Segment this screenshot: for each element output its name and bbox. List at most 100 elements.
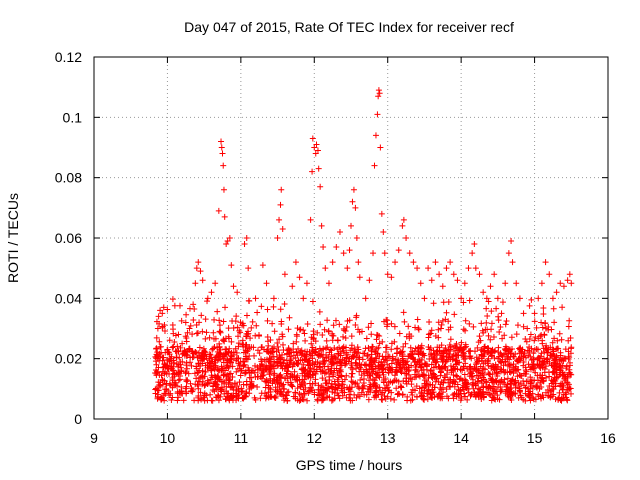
data-point — [220, 337, 227, 344]
data-point — [435, 326, 442, 333]
data-point — [376, 333, 383, 340]
data-point — [447, 384, 454, 391]
data-point — [348, 345, 355, 352]
data-point — [510, 353, 517, 360]
data-point — [441, 347, 448, 354]
data-point — [411, 371, 418, 378]
y-axis-label: ROTI / TECUs — [5, 193, 21, 283]
data-point — [402, 370, 409, 377]
chart-title: Day 047 of 2015, Rate Of TEC Index for r… — [184, 19, 514, 35]
data-point — [237, 372, 244, 379]
data-point — [345, 386, 352, 393]
data-point — [495, 363, 502, 370]
data-point — [373, 374, 380, 381]
data-point — [223, 373, 230, 380]
data-point — [449, 392, 456, 399]
data-point — [176, 302, 183, 309]
data-point — [348, 362, 355, 369]
data-point — [187, 380, 194, 387]
data-point — [341, 389, 348, 396]
data-point — [436, 348, 443, 355]
data-point — [276, 336, 283, 343]
data-point — [400, 309, 407, 316]
data-point — [182, 370, 189, 377]
data-point — [388, 274, 395, 281]
data-point — [362, 345, 369, 352]
data-point — [197, 389, 204, 396]
data-point — [153, 345, 160, 352]
data-point — [470, 381, 477, 388]
data-point — [245, 297, 252, 304]
data-point — [221, 379, 228, 386]
data-point — [329, 359, 336, 366]
data-point — [345, 358, 352, 365]
data-point — [275, 347, 282, 354]
data-point — [400, 377, 407, 384]
data-point — [349, 353, 356, 360]
data-point — [332, 317, 339, 324]
data-point — [258, 303, 265, 310]
data-point — [448, 369, 455, 376]
data-point — [547, 352, 554, 359]
data-point — [564, 277, 571, 284]
data-point — [415, 348, 422, 355]
data-point — [195, 353, 202, 360]
data-point — [383, 316, 390, 323]
data-point — [334, 337, 341, 344]
data-point — [254, 383, 261, 390]
data-point — [299, 394, 306, 401]
data-point — [543, 345, 550, 352]
data-point — [375, 87, 382, 94]
data-point — [550, 377, 557, 384]
data-point — [498, 376, 505, 383]
data-point — [302, 366, 309, 373]
data-point — [527, 331, 534, 338]
data-point — [343, 324, 350, 331]
data-point — [430, 300, 437, 307]
data-point — [441, 363, 448, 370]
data-point — [364, 385, 371, 392]
data-point — [318, 222, 325, 229]
data-point — [544, 349, 551, 356]
data-point — [325, 353, 332, 360]
data-point — [408, 333, 415, 340]
data-point — [263, 356, 270, 363]
data-point — [502, 368, 509, 375]
data-point — [340, 250, 347, 257]
data-point — [379, 338, 386, 345]
data-point — [550, 305, 557, 312]
data-point — [260, 371, 267, 378]
data-point — [281, 386, 288, 393]
data-point — [169, 344, 176, 351]
data-point — [336, 395, 343, 402]
data-point — [252, 332, 259, 339]
data-point — [214, 348, 221, 355]
data-point — [309, 350, 316, 357]
data-point — [341, 350, 348, 357]
data-point — [447, 336, 454, 343]
data-point — [353, 350, 360, 357]
data-point — [181, 347, 188, 354]
data-point — [327, 346, 334, 353]
data-point — [287, 374, 294, 381]
data-point — [414, 316, 421, 323]
data-point — [520, 359, 527, 366]
data-point — [264, 348, 271, 355]
data-point — [180, 397, 187, 404]
data-point — [218, 387, 225, 394]
data-point — [504, 381, 511, 388]
data-point — [236, 327, 243, 334]
data-point — [381, 250, 388, 257]
data-point — [388, 320, 395, 327]
data-point — [294, 372, 301, 379]
data-point — [490, 334, 497, 341]
data-point — [363, 335, 370, 342]
data-point — [567, 350, 574, 357]
data-point — [214, 357, 221, 364]
data-point — [208, 289, 215, 296]
data-point — [524, 325, 531, 332]
data-point — [374, 111, 381, 118]
data-point — [460, 352, 467, 359]
data-point — [253, 322, 260, 329]
